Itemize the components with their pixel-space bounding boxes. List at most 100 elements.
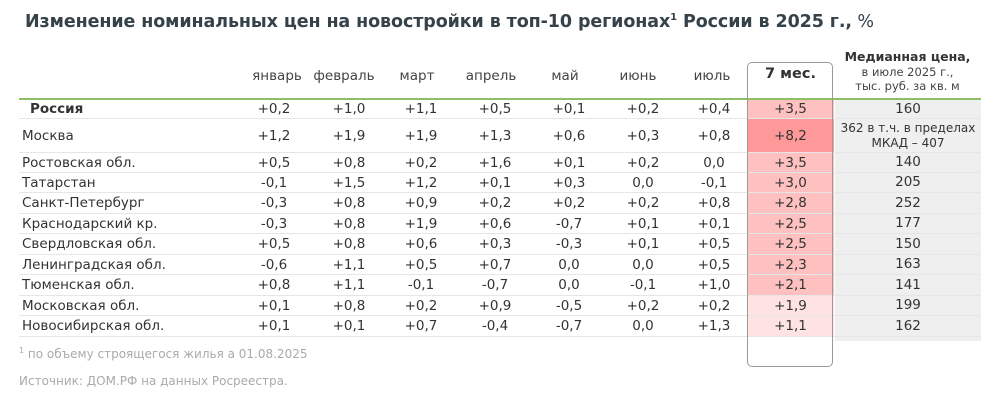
value-cell: -0,3 bbox=[555, 236, 583, 252]
value-cell: +1,2 bbox=[257, 128, 291, 144]
table-row: Ленинградская обл. -0,6 +1,1 +0,5 +0,7 0,0 0,0… bbox=[19, 255, 981, 275]
value-cell: +0,7 bbox=[404, 318, 438, 334]
col-header-7-months: 7 мес. bbox=[765, 66, 816, 82]
seven-month-total-cell: +2,3 bbox=[747, 255, 834, 274]
table-row: Новосибирская обл. +0,1 +0,1 +0,7 -0,4 -0,7 0,… bbox=[19, 316, 981, 337]
region-name: Татарстан bbox=[22, 175, 96, 191]
value-cell: -0,1 bbox=[260, 175, 288, 191]
value-cell: +1,1 bbox=[404, 101, 438, 117]
table-row: Ростовская обл. +0,5 +0,8 +0,2 +1,6 +0,1 +0,2 0… bbox=[19, 153, 981, 173]
value-cell: +0,8 bbox=[332, 155, 366, 171]
value-cell: +0,6 bbox=[478, 216, 512, 232]
value-cell: -0,1 bbox=[629, 277, 657, 293]
value-cell: +0,5 bbox=[697, 257, 731, 273]
seven-month-total-cell: +3,5 bbox=[747, 100, 834, 118]
col-header-jul: июль bbox=[693, 68, 731, 84]
median-price-cell: 141 bbox=[895, 276, 921, 293]
value-cell: +0,2 bbox=[697, 298, 731, 314]
value-cell: +1,3 bbox=[697, 318, 731, 334]
value-cell: 0,0 bbox=[632, 318, 654, 334]
value-cell: 0,0 bbox=[632, 175, 654, 191]
median-price-cell: 177 bbox=[895, 215, 921, 231]
table-row: Москва +1,2 +1,9 +1,9 +1,3 +0,6 +0,3 +0,8 +8,2 36… bbox=[19, 119, 981, 153]
value-cell: +0,8 bbox=[332, 216, 366, 232]
header-rule bbox=[19, 98, 981, 100]
value-cell: +0,2 bbox=[626, 155, 660, 171]
value-cell: +0,2 bbox=[626, 101, 660, 117]
value-cell: +0,1 bbox=[552, 155, 586, 171]
table-row: Московская обл. +0,1 +0,8 +0,2 +0,9 -0,5 +0,2 +… bbox=[19, 296, 981, 316]
seven-month-total-cell: +2,5 bbox=[747, 214, 834, 233]
value-cell: +0,8 bbox=[332, 236, 366, 252]
value-cell: +1,9 bbox=[404, 128, 438, 144]
region-name: Новосибирская обл. bbox=[22, 318, 165, 334]
value-cell: -0,4 bbox=[481, 318, 509, 334]
value-cell: +0,3 bbox=[552, 175, 586, 191]
value-cell: +0,5 bbox=[404, 257, 438, 273]
median-price-cell: 160 bbox=[895, 100, 921, 117]
value-cell: +0,2 bbox=[404, 155, 438, 171]
col-header-mar: март bbox=[399, 68, 435, 84]
seven-month-total-cell: +2,8 bbox=[747, 193, 834, 213]
value-cell: +1,1 bbox=[332, 277, 366, 293]
median-price-cell: 362 в т.ч. в пределах МКАД – 407 bbox=[840, 120, 976, 150]
median-price-cell: 163 bbox=[895, 256, 921, 272]
seven-month-total-cell: +2,5 bbox=[747, 234, 834, 254]
median-column-background bbox=[835, 100, 981, 341]
value-cell: +0,5 bbox=[697, 236, 731, 252]
value-cell: +1,0 bbox=[697, 277, 731, 293]
table-row: Краснодарский кр. -0,3 +0,8 +1,9 +0,6 -0,7 +0,… bbox=[19, 214, 981, 234]
value-cell: -0,1 bbox=[407, 277, 435, 293]
chart-title: Изменение номинальных цен на новостройки… bbox=[25, 12, 874, 32]
value-cell: +0,8 bbox=[257, 277, 291, 293]
value-cell: +0,1 bbox=[478, 175, 512, 191]
value-cell: +1,0 bbox=[332, 101, 366, 117]
value-cell: +0,2 bbox=[257, 101, 291, 117]
value-cell: 0,0 bbox=[558, 277, 580, 293]
col-header-apr: апрель bbox=[465, 68, 517, 84]
value-cell: +0,8 bbox=[332, 298, 366, 314]
value-cell: -0,1 bbox=[700, 175, 728, 191]
seven-month-total-cell: +8,2 bbox=[747, 119, 834, 152]
col-header-may: май bbox=[551, 68, 579, 84]
value-cell: 0,0 bbox=[632, 257, 654, 273]
value-cell: +0,5 bbox=[257, 236, 291, 252]
value-cell: -0,7 bbox=[555, 216, 583, 232]
value-cell: +0,6 bbox=[404, 236, 438, 252]
value-cell: +0,9 bbox=[404, 195, 438, 211]
value-cell: +0,5 bbox=[478, 101, 512, 117]
region-name: Свердловская обл. bbox=[22, 236, 157, 252]
col-header-median-price: Медианная цена, в июле 2025 г., тыс. руб… bbox=[844, 49, 971, 93]
seven-month-total-cell: +1,9 bbox=[747, 296, 834, 315]
median-price-cell: 252 bbox=[895, 194, 921, 211]
seven-month-total-cell: +1,1 bbox=[747, 316, 834, 336]
region-name: Москва bbox=[22, 128, 74, 144]
table-row: Татарстан -0,1 +1,5 +1,2 +0,1 +0,3 0,0 -0,1 +3,0… bbox=[19, 173, 981, 193]
value-cell: +0,7 bbox=[478, 257, 512, 273]
col-header-jun: июнь bbox=[619, 68, 657, 84]
value-cell: +0,2 bbox=[404, 298, 438, 314]
value-cell: +0,1 bbox=[257, 318, 291, 334]
value-cell: +0,2 bbox=[478, 195, 512, 211]
value-cell: +1,2 bbox=[404, 175, 438, 191]
value-cell: +0,6 bbox=[552, 128, 586, 144]
median-price-cell: 150 bbox=[895, 235, 921, 252]
region-name: Тюменская обл. bbox=[22, 277, 135, 293]
region-name: Ростовская обл. bbox=[22, 155, 136, 171]
value-cell: -0,5 bbox=[555, 298, 583, 314]
value-cell: -0,7 bbox=[555, 318, 583, 334]
value-cell: +1,9 bbox=[332, 128, 366, 144]
value-cell: +0,8 bbox=[697, 128, 731, 144]
table-row: Россия +0,2 +1,0 +1,1 +0,5 +0,1 +0,2 +0,4 +3,5 16… bbox=[19, 100, 981, 119]
value-cell: 0,0 bbox=[558, 257, 580, 273]
value-cell: +0,5 bbox=[257, 155, 291, 171]
table-row: Тюменская обл. +0,8 +1,1 -0,1 -0,7 0,0 -0,1 +1,… bbox=[19, 275, 981, 296]
value-cell: +0,2 bbox=[552, 195, 586, 211]
value-cell: +0,9 bbox=[478, 298, 512, 314]
region-name: Санкт-Петербург bbox=[22, 195, 145, 211]
table-row: Свердловская обл. +0,5 +0,8 +0,6 +0,3 -0,3 +0,… bbox=[19, 234, 981, 255]
region-name: Россия bbox=[30, 101, 84, 117]
value-cell: +0,2 bbox=[626, 298, 660, 314]
value-cell: +0,2 bbox=[626, 195, 660, 211]
value-cell: +0,1 bbox=[257, 298, 291, 314]
